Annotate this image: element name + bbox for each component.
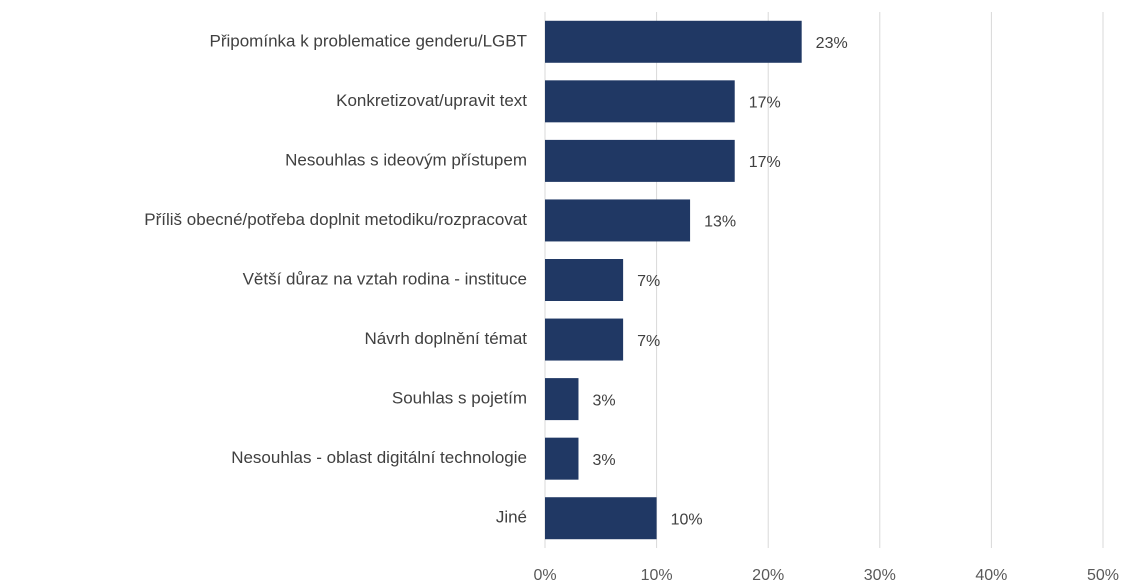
bar <box>545 497 657 540</box>
y-tick-label: Příliš obecné/potřeba doplnit metodiku/r… <box>144 210 527 229</box>
x-tick-label: 0% <box>533 567 556 584</box>
value-label: 7% <box>637 333 660 350</box>
y-tick-label: Návrh doplnění témat <box>364 329 527 348</box>
y-tick-label: Jiné <box>496 508 527 527</box>
y-tick-label: Nesouhlas s ideovým přístupem <box>285 150 527 169</box>
bar <box>545 80 735 123</box>
y-tick-label: Připomínka k problematice genderu/LGBT <box>210 31 528 50</box>
bar <box>545 20 802 63</box>
value-label: 10% <box>671 511 703 528</box>
y-tick-label: Větší důraz na vztah rodina - instituce <box>243 269 527 288</box>
x-tick-label: 40% <box>975 567 1007 584</box>
x-tick-label: 30% <box>864 567 896 584</box>
bar <box>545 437 579 480</box>
x-tick-label: 20% <box>752 567 784 584</box>
y-tick-label: Konkretizovat/upravit text <box>336 91 527 110</box>
x-tick-label: 10% <box>641 567 673 584</box>
bar <box>545 259 624 301</box>
value-label: 3% <box>592 452 615 469</box>
value-label: 7% <box>637 273 660 290</box>
y-tick-label: Souhlas s pojetím <box>392 389 527 408</box>
value-label: 3% <box>592 392 615 409</box>
y-tick-label: Nesouhlas - oblast digitální technologie <box>231 448 527 467</box>
bar <box>545 199 691 242</box>
value-label: 17% <box>749 95 781 112</box>
value-label: 23% <box>816 35 848 52</box>
value-label: 13% <box>704 214 736 231</box>
value-label: 17% <box>749 154 781 171</box>
bar <box>545 378 579 421</box>
x-tick-label: 50% <box>1087 567 1119 584</box>
bar <box>545 139 735 182</box>
bar <box>545 318 624 361</box>
